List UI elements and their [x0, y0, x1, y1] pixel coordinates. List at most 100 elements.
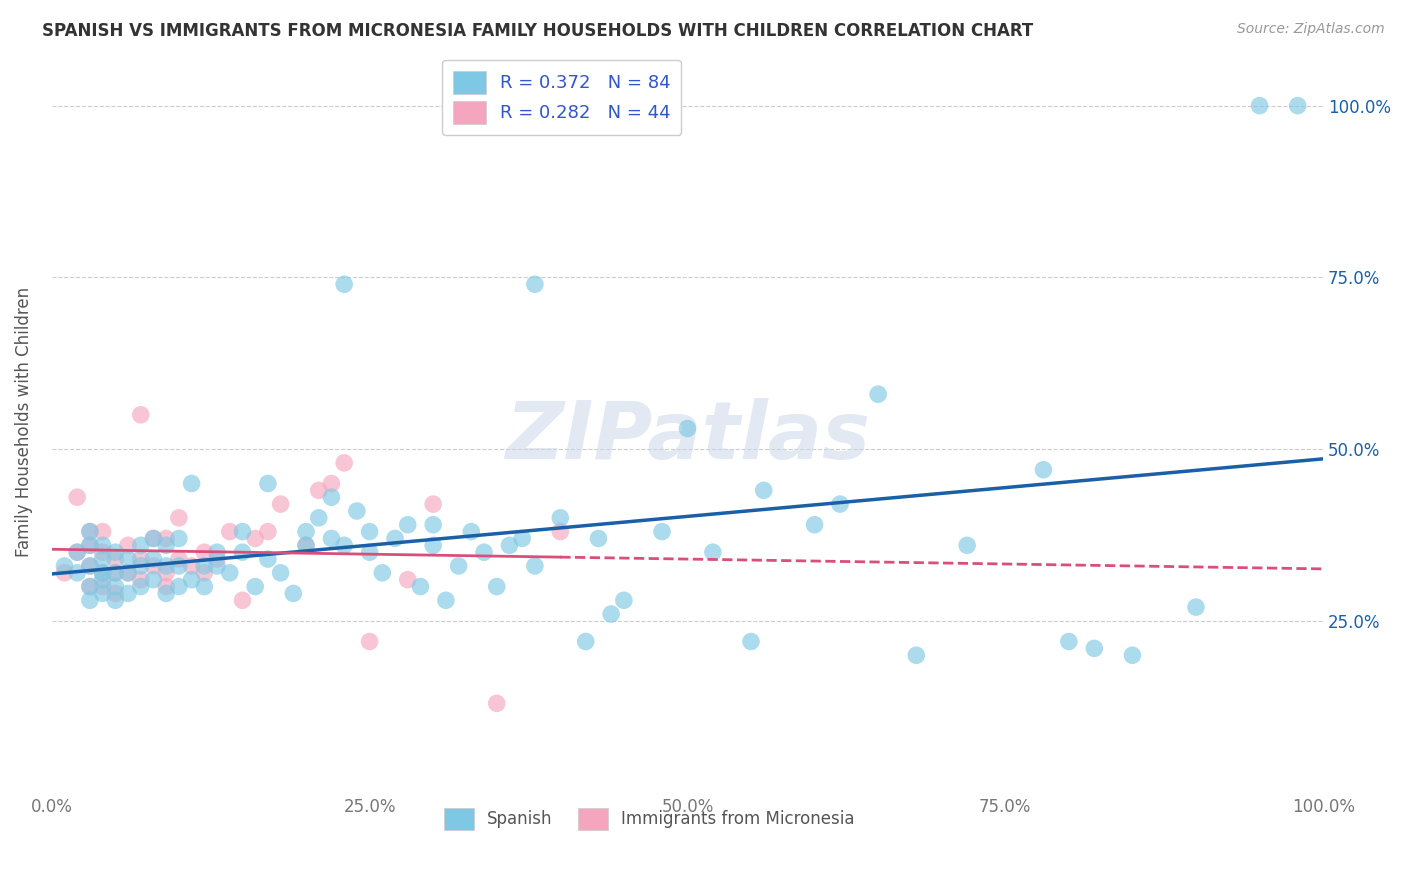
Point: [79, 580, 101, 594]
Point: [359, 545, 381, 559]
Point: [956, 538, 979, 552]
Point: [283, 586, 305, 600]
Point: [803, 517, 825, 532]
Point: [91, 566, 114, 580]
Point: [79, 524, 101, 539]
Point: [180, 558, 202, 573]
Point: [295, 524, 318, 539]
Point: [180, 573, 202, 587]
Point: [308, 483, 330, 498]
Point: [575, 634, 598, 648]
Point: [396, 517, 419, 532]
Point: [79, 538, 101, 552]
Point: [550, 511, 572, 525]
Text: ZIPatlas: ZIPatlas: [505, 398, 870, 475]
Point: [447, 558, 470, 573]
Point: [270, 497, 292, 511]
Point: [129, 538, 152, 552]
Point: [129, 573, 152, 587]
Point: [243, 532, 266, 546]
Point: [66, 566, 89, 580]
Point: [66, 545, 89, 559]
Text: Source: ZipAtlas.com: Source: ZipAtlas.com: [1237, 22, 1385, 37]
Point: [129, 408, 152, 422]
Point: [550, 524, 572, 539]
Point: [91, 566, 114, 580]
Point: [523, 558, 546, 573]
Point: [53, 558, 76, 573]
Point: [117, 566, 139, 580]
Point: [155, 566, 177, 580]
Point: [752, 483, 775, 498]
Point: [104, 566, 127, 580]
Point: [1057, 634, 1080, 648]
Point: [243, 580, 266, 594]
Point: [193, 580, 215, 594]
Point: [510, 532, 533, 546]
Point: [231, 524, 253, 539]
Point: [702, 545, 724, 559]
Point: [346, 504, 368, 518]
Point: [142, 558, 165, 573]
Point: [359, 524, 381, 539]
Point: [1185, 600, 1208, 615]
Point: [117, 538, 139, 552]
Point: [91, 586, 114, 600]
Point: [434, 593, 457, 607]
Point: [523, 277, 546, 292]
Point: [193, 558, 215, 573]
Point: [167, 532, 190, 546]
Point: [155, 532, 177, 546]
Point: [79, 538, 101, 552]
Point: [91, 545, 114, 559]
Point: [868, 387, 890, 401]
Point: [167, 511, 190, 525]
Point: [66, 545, 89, 559]
Point: [409, 580, 432, 594]
Point: [498, 538, 520, 552]
Point: [79, 558, 101, 573]
Point: [1249, 98, 1271, 112]
Point: [1083, 641, 1105, 656]
Point: [371, 566, 394, 580]
Text: SPANISH VS IMMIGRANTS FROM MICRONESIA FAMILY HOUSEHOLDS WITH CHILDREN CORRELATIO: SPANISH VS IMMIGRANTS FROM MICRONESIA FA…: [42, 22, 1033, 40]
Point: [117, 566, 139, 580]
Point: [460, 524, 482, 539]
Point: [321, 476, 343, 491]
Point: [129, 558, 152, 573]
Point: [257, 552, 280, 566]
Point: [485, 580, 508, 594]
Point: [91, 524, 114, 539]
Point: [117, 586, 139, 600]
Point: [167, 552, 190, 566]
Point: [1121, 648, 1143, 663]
Legend: Spanish, Immigrants from Micronesia: Spanish, Immigrants from Micronesia: [437, 802, 862, 837]
Point: [79, 524, 101, 539]
Point: [155, 586, 177, 600]
Point: [193, 545, 215, 559]
Point: [333, 456, 356, 470]
Point: [91, 552, 114, 566]
Point: [231, 545, 253, 559]
Point: [66, 490, 89, 504]
Point: [905, 648, 928, 663]
Point: [155, 580, 177, 594]
Point: [104, 566, 127, 580]
Point: [676, 421, 699, 435]
Point: [270, 566, 292, 580]
Point: [53, 566, 76, 580]
Point: [485, 697, 508, 711]
Point: [384, 532, 406, 546]
Point: [321, 532, 343, 546]
Point: [333, 538, 356, 552]
Point: [396, 573, 419, 587]
Point: [104, 580, 127, 594]
Point: [129, 580, 152, 594]
Point: [613, 593, 636, 607]
Point: [104, 586, 127, 600]
Point: [129, 552, 152, 566]
Point: [422, 517, 444, 532]
Point: [205, 552, 228, 566]
Point: [1286, 98, 1309, 112]
Point: [91, 580, 114, 594]
